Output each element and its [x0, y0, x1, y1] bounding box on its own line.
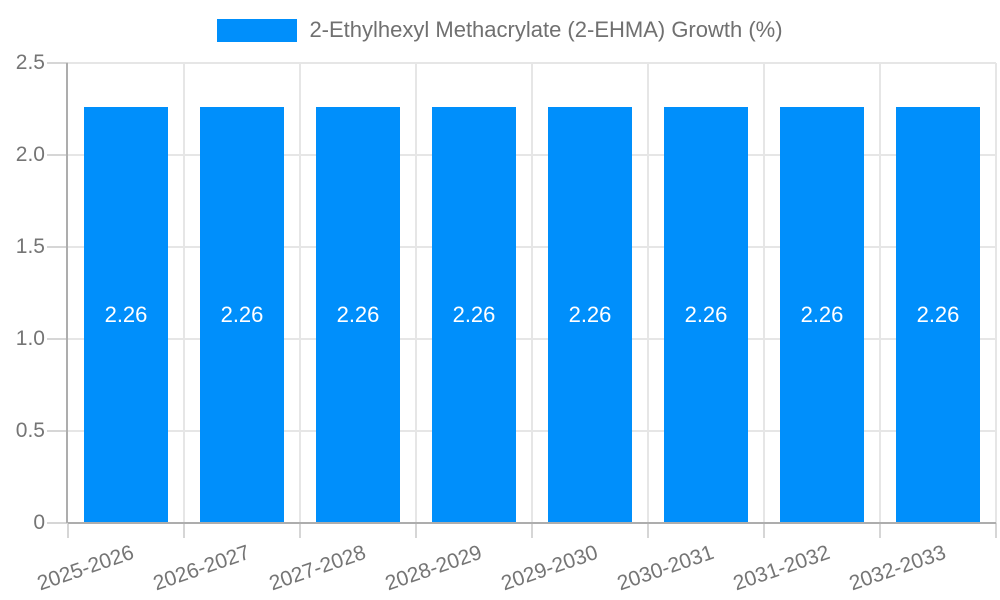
v-gridline [299, 63, 301, 523]
x-axis-line [68, 522, 996, 524]
bar-value-label: 2.26 [684, 302, 728, 328]
v-gridline [183, 63, 185, 523]
v-gridline [995, 63, 997, 523]
y-tick-label: 2.5 [15, 51, 45, 74]
y-axis-tick [47, 246, 68, 248]
bar[interactable] [84, 107, 168, 523]
x-axis-tick [299, 523, 301, 538]
y-tick-label: 0.5 [15, 419, 45, 442]
bar[interactable] [780, 107, 864, 523]
bar[interactable] [316, 107, 400, 523]
x-axis-tick [879, 523, 881, 538]
v-gridline [647, 63, 649, 523]
y-axis-tick [47, 154, 68, 156]
bar[interactable] [664, 107, 748, 523]
bar-value-label: 2.26 [220, 302, 264, 328]
y-axis-tick [47, 522, 68, 524]
x-axis-tick [647, 523, 649, 538]
x-axis-tick [415, 523, 417, 538]
v-gridline [763, 63, 765, 523]
bar-value-label: 2.26 [452, 302, 496, 328]
bar[interactable] [896, 107, 980, 523]
v-gridline [531, 63, 533, 523]
legend-swatch-icon [217, 18, 298, 42]
y-axis-tick [47, 430, 68, 432]
x-axis-tick [763, 523, 765, 538]
y-tick-label: 0 [33, 511, 45, 534]
x-axis-tick [183, 523, 185, 538]
v-gridline [415, 63, 417, 523]
x-axis-tick [67, 523, 69, 538]
y-tick-label: 1.0 [15, 327, 45, 350]
bar-value-label: 2.26 [336, 302, 380, 328]
x-axis-tick [531, 523, 533, 538]
bar-value-label: 2.26 [800, 302, 844, 328]
x-axis-tick [995, 523, 997, 538]
v-gridline [879, 63, 881, 523]
bar[interactable] [200, 107, 284, 523]
y-axis-tick [47, 338, 68, 340]
bar-value-label: 2.26 [916, 302, 960, 328]
y-axis-line [66, 63, 68, 523]
chart-legend: 2-Ethylhexyl Methacrylate (2-EHMA) Growt… [0, 17, 1000, 43]
y-axis-tick [47, 62, 68, 64]
bar[interactable] [548, 107, 632, 523]
bar-value-label: 2.26 [568, 302, 612, 328]
y-tick-label: 1.5 [15, 235, 45, 258]
legend-label: 2-Ethylhexyl Methacrylate (2-EHMA) Growt… [309, 17, 783, 42]
bar[interactable] [432, 107, 516, 523]
bar-value-label: 2.26 [104, 302, 148, 328]
y-tick-label: 2.0 [15, 143, 45, 166]
